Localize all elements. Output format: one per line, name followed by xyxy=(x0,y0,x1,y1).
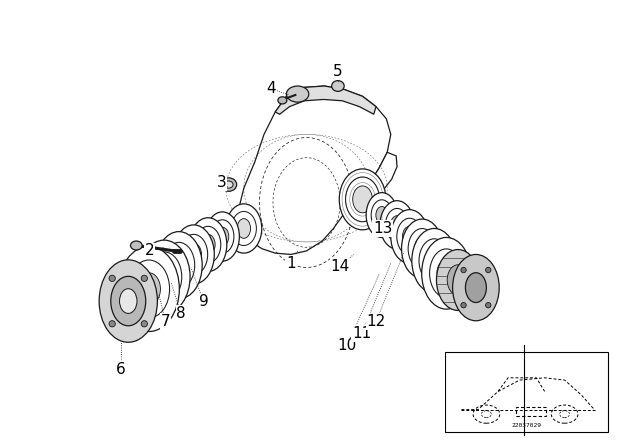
Polygon shape xyxy=(369,152,397,192)
Ellipse shape xyxy=(385,208,408,241)
Ellipse shape xyxy=(141,275,147,281)
Ellipse shape xyxy=(226,204,262,253)
Ellipse shape xyxy=(422,237,471,309)
Ellipse shape xyxy=(339,169,386,230)
Text: 9: 9 xyxy=(198,293,209,309)
Ellipse shape xyxy=(426,249,443,273)
Ellipse shape xyxy=(376,207,388,224)
Ellipse shape xyxy=(211,220,234,253)
Ellipse shape xyxy=(452,254,499,321)
Ellipse shape xyxy=(138,240,190,314)
Ellipse shape xyxy=(486,302,491,308)
Text: 13: 13 xyxy=(373,221,392,236)
Text: 7: 7 xyxy=(161,314,170,329)
Text: 11: 11 xyxy=(352,326,371,341)
Text: 2: 2 xyxy=(145,243,155,258)
Ellipse shape xyxy=(332,81,344,91)
Ellipse shape xyxy=(465,273,486,302)
Ellipse shape xyxy=(111,276,146,326)
Ellipse shape xyxy=(99,260,157,342)
Text: 4: 4 xyxy=(266,81,276,96)
Ellipse shape xyxy=(170,253,188,278)
Ellipse shape xyxy=(195,226,221,263)
Ellipse shape xyxy=(189,218,227,271)
Ellipse shape xyxy=(109,275,115,281)
Ellipse shape xyxy=(412,228,457,293)
Ellipse shape xyxy=(287,86,308,102)
Ellipse shape xyxy=(486,267,491,273)
Ellipse shape xyxy=(429,249,463,297)
Ellipse shape xyxy=(131,241,142,250)
Bar xyxy=(516,407,547,416)
Ellipse shape xyxy=(180,234,207,275)
Ellipse shape xyxy=(154,263,174,291)
Ellipse shape xyxy=(447,265,468,295)
Text: 12: 12 xyxy=(366,314,386,329)
Ellipse shape xyxy=(120,289,137,314)
Ellipse shape xyxy=(419,239,449,283)
Text: 5: 5 xyxy=(333,64,343,79)
Text: 8: 8 xyxy=(176,306,186,321)
Ellipse shape xyxy=(163,242,195,288)
Polygon shape xyxy=(237,86,391,254)
Ellipse shape xyxy=(353,186,372,213)
Ellipse shape xyxy=(186,243,202,266)
Ellipse shape xyxy=(461,267,466,273)
Polygon shape xyxy=(223,215,250,244)
Ellipse shape xyxy=(216,227,229,246)
Ellipse shape xyxy=(371,200,392,230)
Ellipse shape xyxy=(436,250,479,310)
Ellipse shape xyxy=(109,321,115,327)
Ellipse shape xyxy=(141,321,147,327)
Text: 14: 14 xyxy=(330,259,350,274)
Ellipse shape xyxy=(201,234,215,255)
Ellipse shape xyxy=(401,219,443,278)
Ellipse shape xyxy=(397,218,422,255)
Ellipse shape xyxy=(173,225,214,284)
Ellipse shape xyxy=(437,260,456,287)
Ellipse shape xyxy=(118,246,179,332)
Ellipse shape xyxy=(147,252,182,302)
Ellipse shape xyxy=(408,228,436,269)
Text: 22037029: 22037029 xyxy=(511,423,541,428)
Ellipse shape xyxy=(231,211,257,246)
Ellipse shape xyxy=(414,237,430,260)
Ellipse shape xyxy=(278,97,287,104)
Ellipse shape xyxy=(224,181,233,188)
Ellipse shape xyxy=(403,226,417,247)
Ellipse shape xyxy=(390,215,404,234)
Ellipse shape xyxy=(461,302,466,308)
Text: 3: 3 xyxy=(216,175,227,190)
Ellipse shape xyxy=(205,212,239,261)
Ellipse shape xyxy=(156,232,202,299)
Ellipse shape xyxy=(366,193,397,237)
Text: 1: 1 xyxy=(286,256,296,271)
Ellipse shape xyxy=(380,201,414,249)
Ellipse shape xyxy=(128,260,170,318)
Ellipse shape xyxy=(391,210,428,263)
Ellipse shape xyxy=(237,219,250,238)
Ellipse shape xyxy=(138,273,161,305)
Text: 6: 6 xyxy=(116,362,125,377)
Ellipse shape xyxy=(346,177,380,222)
Ellipse shape xyxy=(221,178,237,191)
Text: 10: 10 xyxy=(337,338,356,353)
Polygon shape xyxy=(275,86,376,114)
